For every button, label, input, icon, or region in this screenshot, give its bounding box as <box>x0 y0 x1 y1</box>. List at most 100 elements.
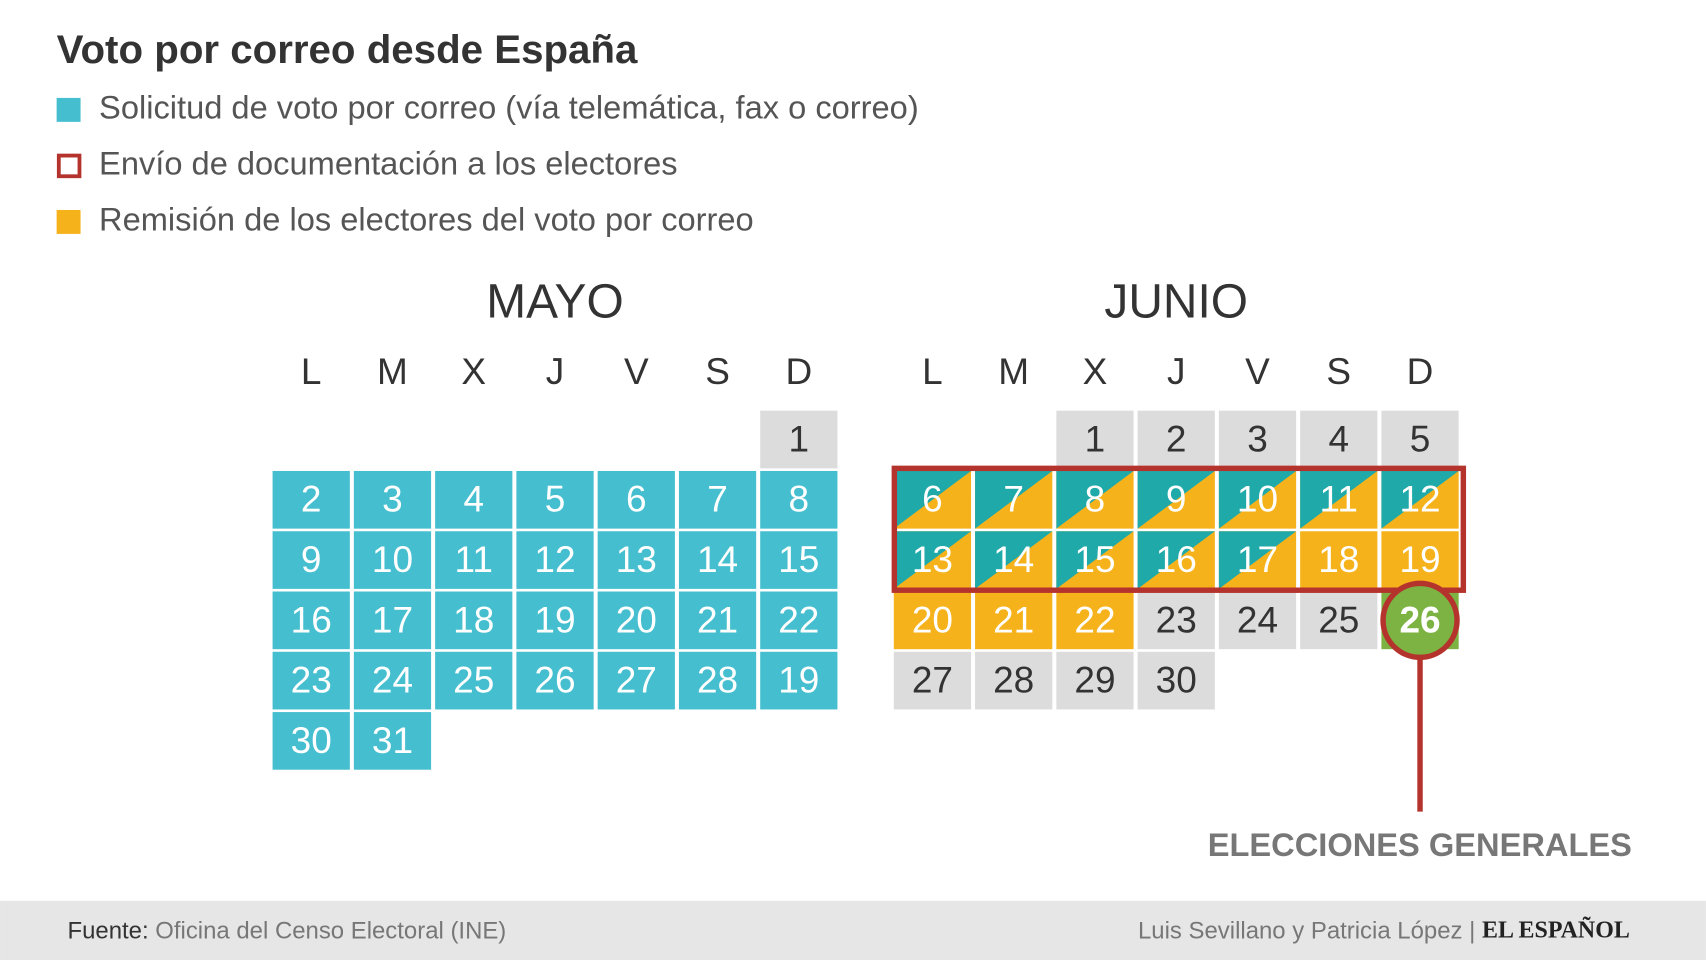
day-label: 30 <box>291 720 332 761</box>
day-label: 6 <box>626 479 647 520</box>
legend-label: Envío de documentación a los electores <box>99 145 678 182</box>
day-bg <box>1300 410 1378 469</box>
day-label: 1 <box>789 418 810 459</box>
day-bg <box>678 470 757 529</box>
day-cell: 26 <box>516 651 594 710</box>
day-label: 17 <box>372 599 413 640</box>
day-bg <box>760 531 838 589</box>
day-cell: 28 <box>975 651 1053 710</box>
day-cell: 4 <box>1300 410 1378 469</box>
day-bg <box>760 591 838 650</box>
weekday: D <box>1407 351 1434 392</box>
day-bg <box>435 470 513 529</box>
day-cell: 1 <box>760 410 838 469</box>
day-label: 18 <box>453 599 494 640</box>
source: Oficina del Censo Electoral (INE) <box>155 918 506 945</box>
day-split <box>1218 531 1297 589</box>
day-label: 9 <box>301 539 322 580</box>
day-cell: 3 <box>1218 410 1297 469</box>
day-split <box>1137 531 1215 589</box>
day-cell: 18 <box>1300 531 1378 589</box>
day-bg <box>272 591 350 650</box>
day-bg <box>760 410 838 469</box>
day-label: 11 <box>455 539 493 580</box>
day-label: 1 <box>1085 418 1106 459</box>
day-cell: 30 <box>272 712 350 770</box>
day-cell: 15 <box>1056 531 1134 589</box>
day-label: 28 <box>697 660 738 701</box>
day-label: 15 <box>778 539 819 580</box>
day-bg <box>516 470 594 529</box>
day-cell: 13 <box>893 531 972 589</box>
day-label: 23 <box>1156 599 1197 640</box>
day-cell: 16 <box>1137 531 1215 589</box>
day-cell: 25 <box>1300 591 1378 650</box>
weekday: D <box>785 351 812 392</box>
day-bg <box>272 531 350 589</box>
day-label: 13 <box>616 539 657 580</box>
day-label: 8 <box>789 479 810 520</box>
day-bg <box>893 651 972 710</box>
day-bg <box>1056 591 1134 650</box>
day-bg <box>760 470 838 529</box>
day-bg <box>597 591 675 650</box>
day-label: 14 <box>993 539 1034 580</box>
legend-label: Remisión de los electores del voto por c… <box>99 201 754 238</box>
day-cell: 20 <box>597 591 675 650</box>
day-cell: 8 <box>1056 470 1134 529</box>
day-cell: 19 <box>1381 531 1459 589</box>
day-cell: 4 <box>435 470 513 529</box>
day-cell: 30 <box>1137 651 1215 710</box>
legend-label: Solicitud de voto por correo (vía telemá… <box>99 89 919 126</box>
footer-band <box>0 900 1706 960</box>
day-cell: 18 <box>435 591 513 650</box>
day-label: 3 <box>1247 418 1268 459</box>
day-cell: 1 <box>1056 410 1134 469</box>
day-split <box>1218 470 1297 529</box>
day-bg <box>1381 410 1459 469</box>
legend-swatch <box>56 97 81 122</box>
day-cell: 27 <box>893 651 972 710</box>
day-label: 25 <box>453 660 494 701</box>
day-cell: 13 <box>597 531 675 589</box>
weekday: L <box>301 351 322 392</box>
day-bg <box>1300 591 1378 650</box>
day-label: 8 <box>1085 479 1106 520</box>
day-label: 22 <box>778 599 819 640</box>
day-cell: 2 <box>272 470 350 529</box>
separator: | <box>1469 918 1475 945</box>
day-bg <box>678 531 757 589</box>
day-bg <box>353 531 432 589</box>
footer-credits: Luis Sevillano y Patricia López | EL ESP… <box>1138 918 1630 945</box>
day-label: 7 <box>707 479 728 520</box>
day-label: 12 <box>1399 479 1440 520</box>
month-name: MAYO <box>486 275 623 328</box>
day-label: 19 <box>778 660 819 701</box>
day-bg <box>516 531 594 589</box>
day-cell: 11 <box>1300 470 1378 529</box>
day-bg <box>435 591 513 650</box>
day-cell: 19 <box>760 651 838 710</box>
day-cell: 7 <box>975 470 1053 529</box>
day-bg <box>1218 591 1297 650</box>
day-label: 24 <box>372 660 413 701</box>
day-split <box>1056 470 1134 529</box>
weekday: L <box>922 351 943 392</box>
day-bg <box>597 470 675 529</box>
day-split <box>1056 531 1134 589</box>
day-cell: 23 <box>1137 591 1215 650</box>
day-label: 12 <box>534 539 575 580</box>
day-label: 4 <box>463 479 484 520</box>
frame <box>891 465 1467 593</box>
day-label: 23 <box>291 660 332 701</box>
day-bg <box>353 712 432 770</box>
day-bg <box>272 470 350 529</box>
day-label: 21 <box>993 599 1034 640</box>
day-label: 26 <box>1399 599 1440 640</box>
day-cell: 22 <box>1056 591 1134 650</box>
day-label: 20 <box>616 599 657 640</box>
day-cell: 14 <box>678 531 757 589</box>
day-label: 15 <box>1074 539 1115 580</box>
day-bg <box>435 651 513 710</box>
